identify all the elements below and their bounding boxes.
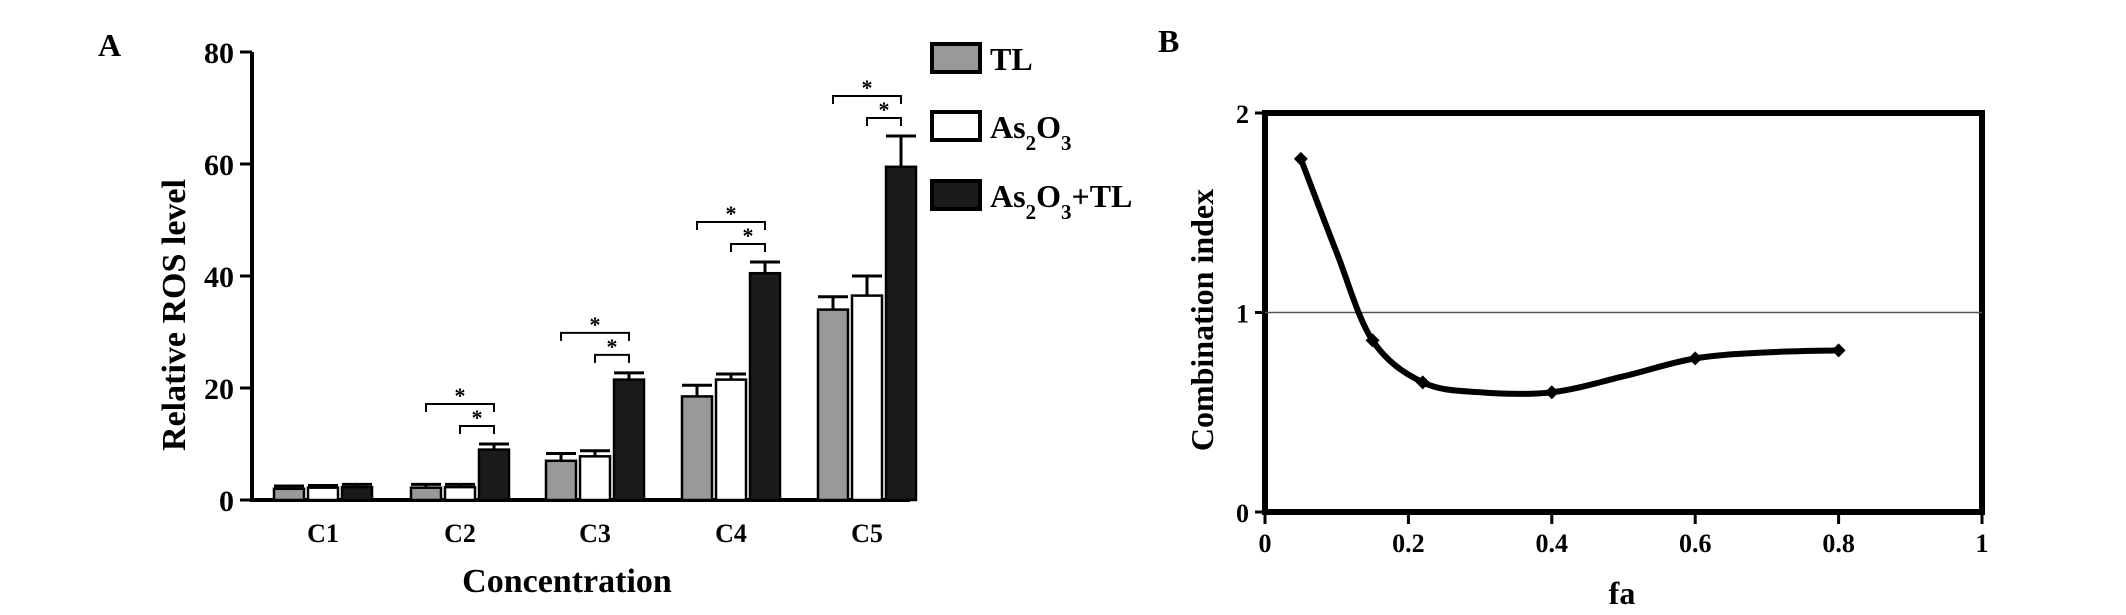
bar [680,395,714,502]
y-tick-label: 40 [204,261,234,294]
significance-star: * [862,75,873,100]
significance-bracket [730,243,766,252]
data-point [1365,333,1380,348]
bar [748,271,782,502]
x-axis-label-b: fa [1609,575,1636,611]
x-axis-label-a: Concentration [462,563,672,600]
y-tick-label: 80 [204,37,234,70]
x-tick-label: 0 [1259,529,1272,558]
panel-b: B Combination index fa 0 0.2 0.4 0.6 0.8 1 0 1 2 [1158,23,1989,611]
bar [477,448,511,502]
legend-label: TL [990,41,1033,77]
y-tick-label: 0 [219,485,234,518]
significance-bracket [866,117,902,126]
significance-star: * [455,383,466,408]
bar [544,459,578,502]
legend-swatch [930,179,982,211]
x-tick-label: 0.8 [1822,529,1855,558]
significance-bracket [560,331,630,341]
data-point [1688,351,1703,366]
significance-bracket [425,403,495,412]
y-tick-label: 2 [1236,100,1249,129]
significance-bracket [594,353,630,363]
x-tick-label: 1 [1976,529,1989,558]
legend-label: As2O3 [990,109,1071,155]
significance-star: * [607,334,618,359]
bar [443,485,477,502]
y-tick-label: 1 [1236,300,1249,329]
x-tick-label: 0.4 [1536,529,1569,558]
panel-label-a: A [98,27,121,63]
y-tick-label: 20 [204,373,234,406]
significance-star: * [726,201,737,226]
legend: TL As2O3 As2O3+TL [930,41,1132,224]
ci-curve [1297,155,1842,397]
legend-swatch [930,42,982,74]
significance-star: * [743,223,754,248]
legend-label: As2O3+TL [990,178,1132,224]
significance-bracket [832,95,902,104]
bar [850,294,884,502]
bar [578,455,612,502]
bar [816,308,850,502]
data-point [1831,343,1846,358]
y-axis-label-a: Relative ROS level [156,179,193,451]
significance-star: * [590,312,601,337]
x-tick-label: C5 [851,519,883,548]
panel-a: A Relative ROS level Concentration 0 20 40… [98,27,1132,600]
line-plot-area: 0 0.2 0.4 0.6 0.8 1 0 1 2 [1236,100,1989,558]
panel-label-b: B [1158,23,1179,59]
x-tick-label: 0.6 [1679,529,1712,558]
bar [409,486,443,502]
legend-swatch [930,110,982,142]
bar [714,378,748,502]
bar [272,487,306,502]
significance-star: * [472,405,483,430]
bar [306,486,340,502]
x-tick-label: C4 [715,519,747,548]
x-tick-label: C2 [444,519,476,548]
y-tick-label: 60 [204,149,234,182]
data-point [1293,151,1308,166]
bar [612,378,646,502]
y-tick-label: 0 [1236,499,1249,528]
bar [884,165,918,502]
x-tick-label: C1 [307,519,339,548]
x-tick-label: 0.2 [1392,529,1425,558]
significance-star: * [879,97,890,122]
data-point [1415,375,1430,390]
significance-bracket [696,221,766,230]
significance-bracket [459,425,495,434]
y-axis-label-b: Combination index [1184,189,1220,451]
data-point [1544,385,1559,400]
bar [340,485,374,502]
x-tick-label: C3 [579,519,611,548]
